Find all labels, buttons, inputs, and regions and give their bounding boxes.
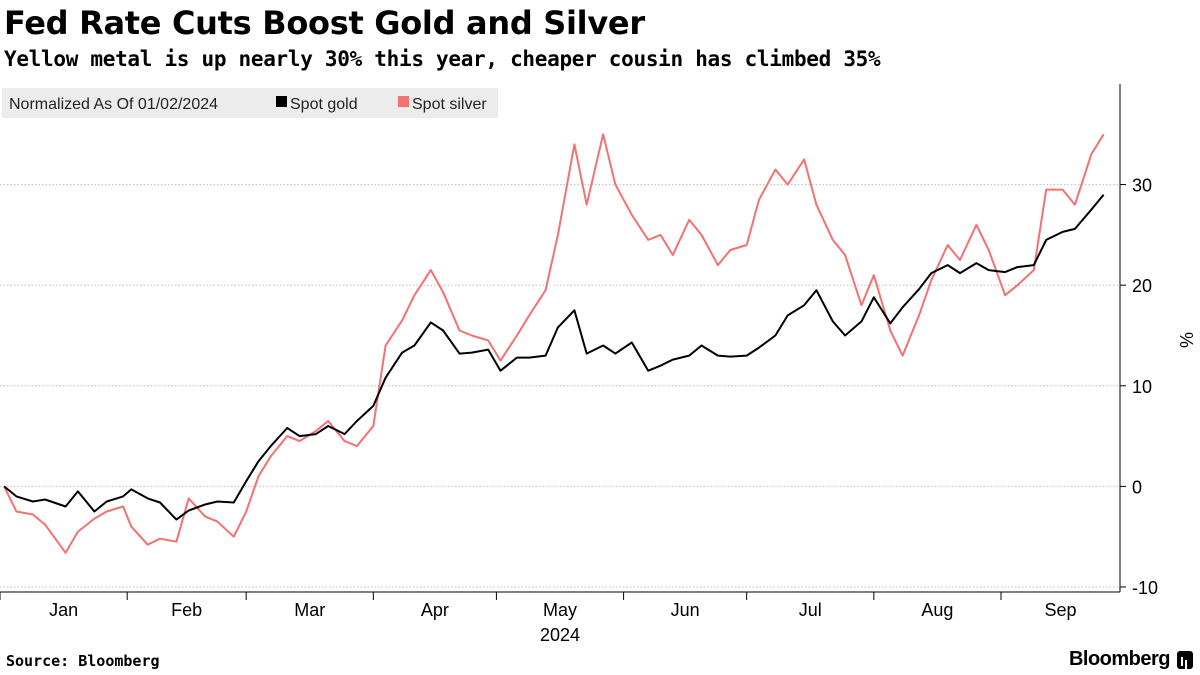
axes: -10 0 10 20 30 Jan Feb Mar Apr May Jun Jul Aug Sep 202… xyxy=(0,84,1158,645)
spot-silver-legend-label: Spot silver xyxy=(412,96,487,113)
spot-silver-line xyxy=(3,133,1105,554)
x-tick-label: Jul xyxy=(799,600,822,620)
spot-gold-line xyxy=(3,194,1105,521)
x-tick-label: Aug xyxy=(921,600,953,620)
chart-subtitle: Yellow metal is up nearly 30% this year,… xyxy=(4,47,881,71)
y-tick-label: 30 xyxy=(1132,176,1152,196)
y-axis-label: % xyxy=(1176,332,1196,348)
x-tick-label: Jun xyxy=(671,600,700,620)
y-tick-label: -10 xyxy=(1132,578,1158,598)
x-tick-label: Sep xyxy=(1044,600,1076,620)
x-tick-label: Mar xyxy=(294,600,325,620)
y-tick-label: 0 xyxy=(1132,477,1142,497)
x-tick-label: Apr xyxy=(421,600,449,620)
legend: Spot gold Spot silver xyxy=(276,96,487,113)
x-tick-label: May xyxy=(543,600,577,620)
x-tick-label: Jan xyxy=(49,600,78,620)
chart-title: Fed Rate Cuts Boost Gold and Silver xyxy=(4,4,645,42)
spot-silver-legend-swatch xyxy=(398,96,409,107)
spot-gold-legend-label: Spot gold xyxy=(290,96,358,113)
spot-gold-legend-swatch xyxy=(276,96,287,107)
source-note: Source: Bloomberg xyxy=(6,652,160,670)
series-lines xyxy=(3,133,1105,554)
y-tick-label: 10 xyxy=(1132,377,1152,397)
legend-box xyxy=(2,88,498,118)
gridlines xyxy=(0,184,1120,588)
bloomberg-logo: Bloomberg xyxy=(1068,648,1171,670)
bloomberg-chart-icon xyxy=(1177,651,1193,669)
legend-note: Normalized As Of 01/02/2024 xyxy=(9,96,218,113)
x-tick-label: Feb xyxy=(171,600,202,620)
x-year-label: 2024 xyxy=(540,625,580,645)
y-tick-label: 20 xyxy=(1132,276,1152,296)
